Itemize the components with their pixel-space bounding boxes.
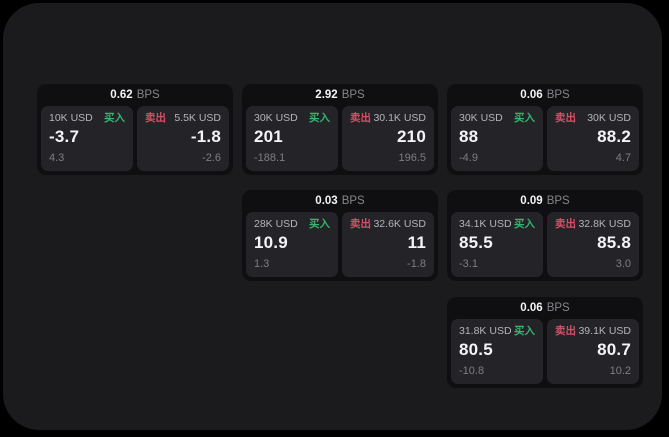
buy-price: 80.5 bbox=[459, 340, 493, 359]
sell-label: 卖出 bbox=[555, 325, 576, 337]
sell-amount: 39.1K USD bbox=[578, 325, 631, 337]
sell-tile[interactable]: 卖出 5.5K USD -1.8 -2.6 bbox=[137, 106, 229, 171]
bps-header: 2.92 BPS bbox=[246, 84, 434, 106]
sell-label: 卖出 bbox=[145, 112, 166, 124]
sell-label: 卖出 bbox=[555, 218, 576, 230]
quote-card: 0.09 BPS 34.1K USD 买入 85.5 -3.1 卖出 32.8K… bbox=[447, 190, 643, 281]
buy-tile[interactable]: 28K USD 买入 10.9 1.3 bbox=[246, 212, 338, 277]
sell-label: 卖出 bbox=[350, 112, 371, 124]
sell-change: 196.5 bbox=[398, 152, 426, 164]
sell-tile[interactable]: 卖出 32.6K USD 11 -1.8 bbox=[342, 212, 434, 277]
buy-tile[interactable]: 31.8K USD 买入 80.5 -10.8 bbox=[451, 319, 543, 384]
sell-label: 卖出 bbox=[350, 218, 371, 230]
quote-card: 2.92 BPS 30K USD 买入 201 -188.1 卖出 30.1K … bbox=[242, 84, 438, 175]
buy-change: -10.8 bbox=[459, 365, 485, 377]
buy-amount: 34.1K USD bbox=[459, 218, 512, 230]
sell-amount: 30.1K USD bbox=[373, 112, 426, 124]
buy-amount: 30K USD bbox=[254, 112, 298, 124]
bps-header: 0.09 BPS bbox=[451, 190, 639, 212]
buy-tile[interactable]: 30K USD 买入 88 -4.9 bbox=[451, 106, 543, 171]
buy-tile[interactable]: 34.1K USD 买入 85.5 -3.1 bbox=[451, 212, 543, 277]
buy-label: 买入 bbox=[309, 218, 330, 230]
bps-header: 0.03 BPS bbox=[246, 190, 434, 212]
buy-amount: 31.8K USD bbox=[459, 325, 512, 337]
sell-price: 85.8 bbox=[597, 233, 631, 252]
buy-change: 4.3 bbox=[49, 152, 65, 164]
quote-card: 0.62 BPS 10K USD 买入 -3.7 4.3 卖出 5.5K USD… bbox=[37, 84, 233, 175]
buy-price: 201 bbox=[254, 127, 283, 146]
sell-change: 3.0 bbox=[615, 258, 631, 270]
sell-price: 88.2 bbox=[597, 127, 631, 146]
bps-value: 2.92 bbox=[315, 89, 338, 101]
sell-tile[interactable]: 卖出 30K USD 88.2 4.7 bbox=[547, 106, 639, 171]
buy-tile[interactable]: 30K USD 买入 201 -188.1 bbox=[246, 106, 338, 171]
bps-value: 0.03 bbox=[315, 195, 338, 207]
buy-change: 1.3 bbox=[254, 258, 270, 270]
sell-amount: 5.5K USD bbox=[174, 112, 221, 124]
bps-header: 0.06 BPS bbox=[451, 84, 639, 106]
buy-price: 85.5 bbox=[459, 233, 493, 252]
sell-price: 80.7 bbox=[597, 340, 631, 359]
sell-change: 10.2 bbox=[609, 365, 631, 377]
bps-unit: BPS bbox=[136, 89, 160, 101]
sell-price: 11 bbox=[407, 233, 426, 252]
bps-value: 0.62 bbox=[110, 89, 133, 101]
sell-amount: 32.6K USD bbox=[373, 218, 426, 230]
bps-unit: BPS bbox=[546, 195, 570, 207]
buy-label: 买入 bbox=[514, 112, 535, 124]
sell-change: -1.8 bbox=[407, 258, 426, 270]
buy-label: 买入 bbox=[514, 325, 535, 337]
buy-amount: 10K USD bbox=[49, 112, 93, 124]
sell-change: -2.6 bbox=[202, 152, 221, 164]
bps-header: 0.06 BPS bbox=[451, 297, 639, 319]
bps-value: 0.06 bbox=[520, 89, 543, 101]
sell-price: -1.8 bbox=[190, 127, 221, 146]
bps-value: 0.09 bbox=[520, 195, 543, 207]
buy-tile[interactable]: 10K USD 买入 -3.7 4.3 bbox=[41, 106, 133, 171]
quote-card: 0.06 BPS 31.8K USD 买入 80.5 -10.8 卖出 39.1… bbox=[447, 297, 643, 388]
sell-amount: 30K USD bbox=[587, 112, 631, 124]
quotes-panel: 0.62 BPS 10K USD 买入 -3.7 4.3 卖出 5.5K USD… bbox=[3, 3, 662, 430]
buy-amount: 30K USD bbox=[459, 112, 503, 124]
buy-label: 买入 bbox=[514, 218, 535, 230]
buy-change: -3.1 bbox=[459, 258, 478, 270]
buy-label: 买入 bbox=[309, 112, 330, 124]
sell-change: 4.7 bbox=[615, 152, 631, 164]
buy-label: 买入 bbox=[104, 112, 125, 124]
buy-price: 10.9 bbox=[254, 233, 288, 252]
buy-price: -3.7 bbox=[49, 127, 80, 146]
sell-tile[interactable]: 卖出 32.8K USD 85.8 3.0 bbox=[547, 212, 639, 277]
buy-change: -188.1 bbox=[254, 152, 286, 164]
quote-card: 0.03 BPS 28K USD 买入 10.9 1.3 卖出 32.6K US… bbox=[242, 190, 438, 281]
buy-change: -4.9 bbox=[459, 152, 478, 164]
bps-unit: BPS bbox=[341, 89, 365, 101]
sell-tile[interactable]: 卖出 30.1K USD 210 196.5 bbox=[342, 106, 434, 171]
quote-card: 0.06 BPS 30K USD 买入 88 -4.9 卖出 30K USD 8… bbox=[447, 84, 643, 175]
buy-amount: 28K USD bbox=[254, 218, 298, 230]
sell-price: 210 bbox=[397, 127, 426, 146]
sell-label: 卖出 bbox=[555, 112, 576, 124]
sell-amount: 32.8K USD bbox=[578, 218, 631, 230]
bps-header: 0.62 BPS bbox=[41, 84, 229, 106]
bps-unit: BPS bbox=[546, 89, 570, 101]
bps-unit: BPS bbox=[546, 302, 570, 314]
bps-value: 0.06 bbox=[520, 302, 543, 314]
buy-price: 88 bbox=[459, 127, 479, 146]
bps-unit: BPS bbox=[341, 195, 365, 207]
sell-tile[interactable]: 卖出 39.1K USD 80.7 10.2 bbox=[547, 319, 639, 384]
